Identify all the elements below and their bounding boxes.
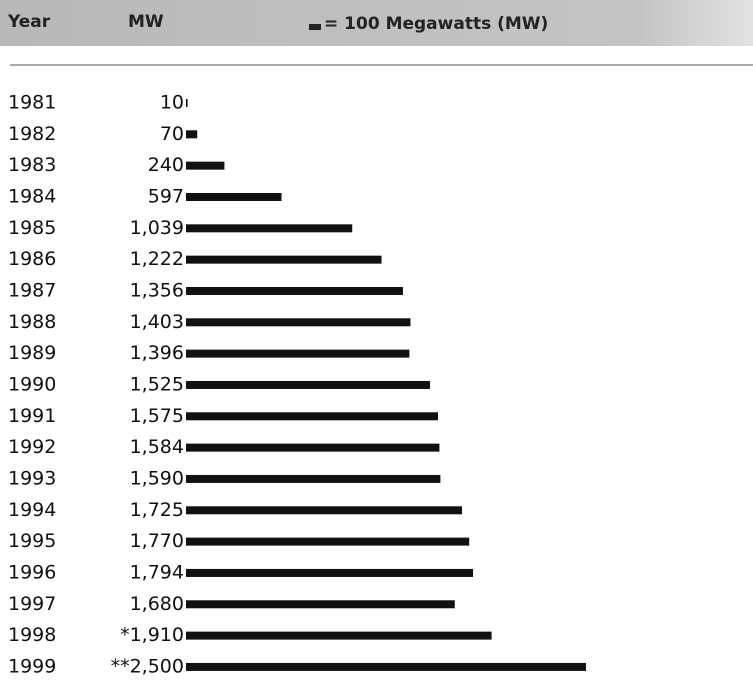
value-label: 1,525 bbox=[130, 373, 184, 395]
value-label: 1,403 bbox=[130, 311, 184, 333]
bar bbox=[186, 600, 455, 609]
bar bbox=[186, 412, 438, 421]
year-label: 1994 bbox=[8, 499, 56, 521]
year-label: 1985 bbox=[8, 217, 56, 239]
value-label: **2,500 bbox=[111, 655, 184, 677]
value-label: 1,396 bbox=[130, 342, 184, 364]
value-label: *1,910 bbox=[120, 624, 184, 646]
value-label: 1,356 bbox=[130, 279, 184, 301]
year-label: 1989 bbox=[8, 342, 56, 364]
year-label: 1981 bbox=[8, 92, 56, 114]
bar bbox=[186, 286, 403, 295]
value-label: 1,680 bbox=[130, 593, 184, 615]
year-header: Year bbox=[7, 12, 51, 32]
bar bbox=[186, 506, 462, 515]
year-label: 1995 bbox=[8, 530, 56, 552]
year-label: 1983 bbox=[8, 154, 56, 176]
year-label: 1984 bbox=[8, 185, 56, 207]
bar bbox=[186, 192, 282, 201]
year-label: 1993 bbox=[8, 467, 56, 489]
year-label: 1987 bbox=[8, 279, 56, 301]
year-label: 1992 bbox=[8, 436, 56, 458]
year-label: 1998 bbox=[8, 624, 56, 646]
value-label: 10 bbox=[160, 92, 184, 114]
bar bbox=[186, 443, 440, 452]
value-label: 1,222 bbox=[130, 248, 184, 270]
bar bbox=[186, 224, 353, 233]
bar bbox=[186, 161, 225, 170]
year-label: 1996 bbox=[8, 561, 56, 583]
bar bbox=[186, 255, 382, 264]
year-label: 1986 bbox=[8, 248, 56, 270]
bar bbox=[186, 380, 430, 389]
legend-label: = 100 Megawatts (MW) bbox=[324, 14, 548, 34]
value-label: 597 bbox=[148, 185, 184, 207]
year-label: 1991 bbox=[8, 405, 56, 427]
bar bbox=[186, 537, 470, 546]
value-label: 70 bbox=[160, 123, 184, 145]
value-label: 240 bbox=[148, 154, 184, 176]
bar bbox=[186, 568, 474, 577]
header-band bbox=[0, 0, 753, 46]
bar bbox=[186, 349, 410, 358]
value-label: 1,575 bbox=[130, 405, 184, 427]
year-label: 1988 bbox=[8, 311, 56, 333]
bar bbox=[186, 318, 411, 327]
legend-swatch bbox=[309, 24, 321, 30]
bar bbox=[186, 99, 188, 107]
year-label: 1999 bbox=[8, 655, 56, 677]
year-label: 1982 bbox=[8, 123, 56, 145]
bar bbox=[186, 631, 492, 640]
year-label: 1997 bbox=[8, 593, 56, 615]
value-label: 1,794 bbox=[130, 561, 184, 583]
bar bbox=[186, 130, 198, 139]
year-label: 1990 bbox=[8, 373, 56, 395]
value-label: 1,725 bbox=[130, 499, 184, 521]
mw-header: MW bbox=[128, 12, 164, 32]
value-label: 1,584 bbox=[130, 436, 184, 458]
value-label: 1,770 bbox=[130, 530, 184, 552]
value-label: 1,039 bbox=[130, 217, 184, 239]
bar bbox=[186, 474, 441, 483]
bar bbox=[186, 662, 586, 671]
value-label: 1,590 bbox=[130, 467, 184, 489]
